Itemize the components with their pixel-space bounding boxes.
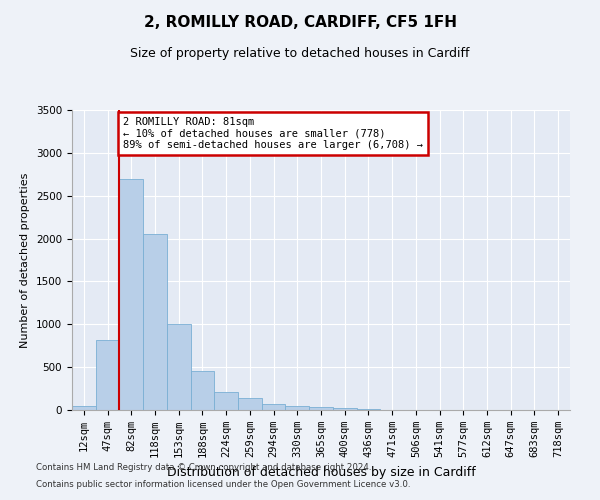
Bar <box>262 404 286 410</box>
Bar <box>214 392 238 410</box>
Bar <box>286 406 309 410</box>
Bar <box>96 340 119 410</box>
Bar <box>309 406 333 410</box>
Bar <box>72 406 96 410</box>
Text: Contains HM Land Registry data © Crown copyright and database right 2024.: Contains HM Land Registry data © Crown c… <box>36 464 371 472</box>
Text: Size of property relative to detached houses in Cardiff: Size of property relative to detached ho… <box>130 48 470 60</box>
Bar <box>238 398 262 410</box>
Text: 2 ROMILLY ROAD: 81sqm
← 10% of detached houses are smaller (778)
89% of semi-det: 2 ROMILLY ROAD: 81sqm ← 10% of detached … <box>123 117 423 150</box>
Bar <box>143 234 167 410</box>
Bar <box>191 372 214 410</box>
Y-axis label: Number of detached properties: Number of detached properties <box>20 172 31 348</box>
Bar <box>119 178 143 410</box>
Bar <box>356 409 380 410</box>
Text: 2, ROMILLY ROAD, CARDIFF, CF5 1FH: 2, ROMILLY ROAD, CARDIFF, CF5 1FH <box>143 15 457 30</box>
Bar <box>333 408 356 410</box>
Bar <box>167 324 191 410</box>
Text: Contains public sector information licensed under the Open Government Licence v3: Contains public sector information licen… <box>36 480 410 489</box>
X-axis label: Distribution of detached houses by size in Cardiff: Distribution of detached houses by size … <box>167 466 475 478</box>
